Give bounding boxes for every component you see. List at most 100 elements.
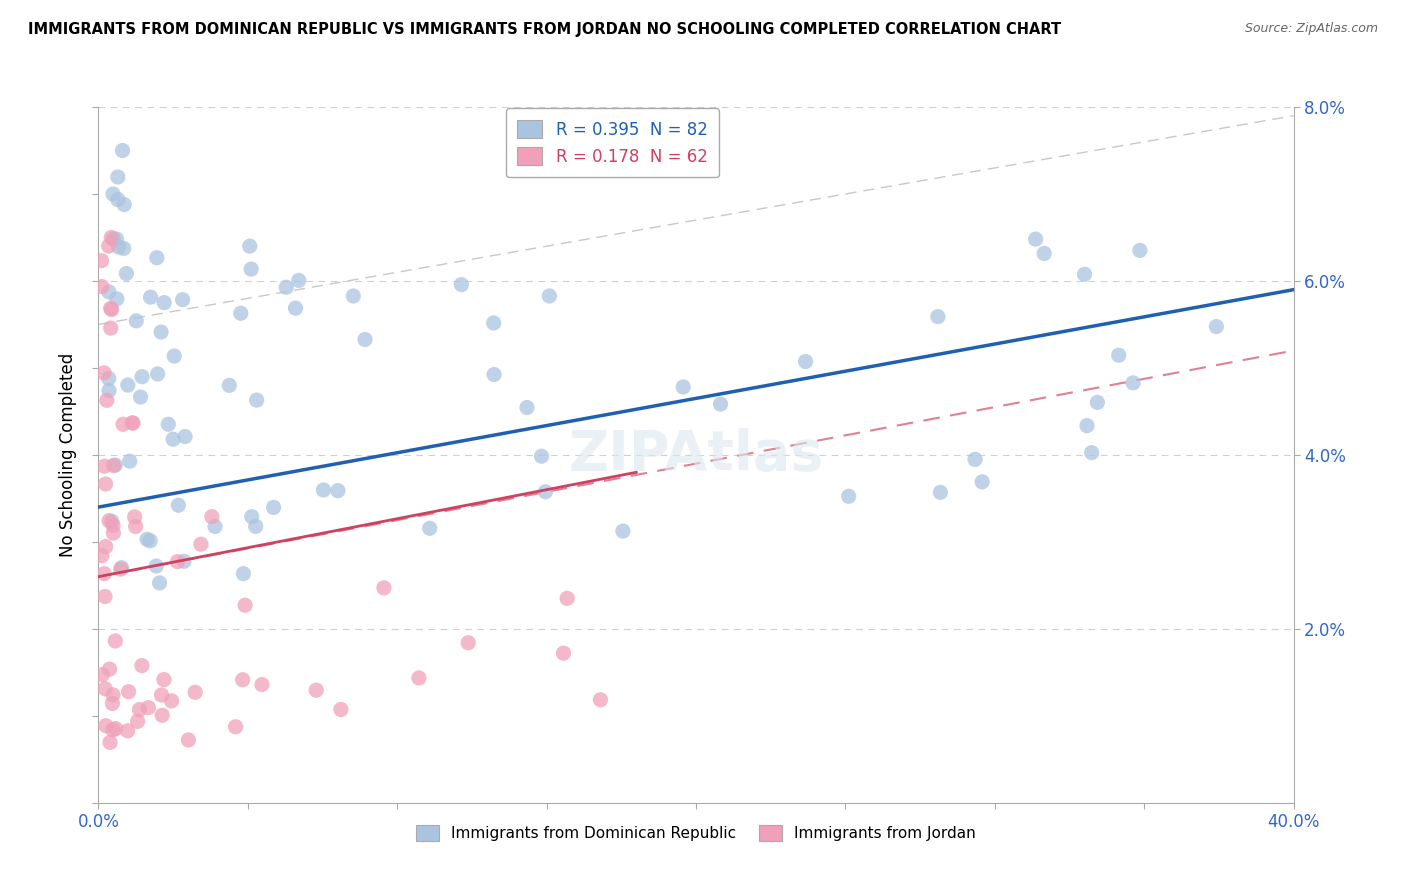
Point [139,290,162,304]
Point [1108,348,1130,362]
Point [482,368,505,382]
Point [146,367,169,381]
Point [117,378,139,392]
Point [672,380,695,394]
Point [100,301,122,316]
Point [963,452,986,467]
Point [139,533,162,548]
Point [131,369,153,384]
Point [124,519,146,533]
Point [246,393,269,408]
Point [115,267,138,281]
Point [118,454,141,468]
Point [128,702,150,716]
Point [263,500,285,515]
Point [240,262,263,277]
Point [245,519,267,533]
Point [94,477,117,491]
Legend: Immigrants from Dominican Republic, Immigrants from Jordan: Immigrants from Dominican Republic, Immi… [409,819,983,847]
Point [172,293,194,307]
Point [100,230,122,244]
Point [709,397,731,411]
Point [121,416,143,430]
Point [927,310,949,324]
Point [101,723,124,737]
Point [94,719,117,733]
Point [93,566,115,581]
Point [98,662,121,676]
Point [103,232,125,246]
Point [97,239,120,253]
Point [1087,395,1109,409]
Point [287,273,309,287]
Point [98,735,121,749]
Point [127,714,149,729]
Point [250,677,273,691]
Point [408,671,430,685]
Point [555,591,578,606]
Point [838,489,860,503]
Point [129,390,152,404]
Point [276,280,298,294]
Point [157,417,180,432]
Point [107,240,129,254]
Point [101,697,124,711]
Point [589,693,612,707]
Point [145,559,167,574]
Point [105,232,128,246]
Point [136,700,159,714]
Point [177,733,200,747]
Point [233,599,256,613]
Point [112,417,135,432]
Point [1073,268,1095,282]
Point [107,193,129,207]
Point [103,458,125,473]
Point [162,432,184,446]
Point [167,498,190,512]
Point [1205,319,1227,334]
Point [239,239,262,253]
Point [201,509,224,524]
Point [104,458,127,472]
Point [148,575,170,590]
Point [117,723,139,738]
Point [101,515,124,529]
Point [112,197,135,211]
Point [93,459,115,474]
Point [1080,445,1102,459]
Text: Source: ZipAtlas.com: Source: ZipAtlas.com [1244,22,1378,36]
Point [153,673,176,687]
Point [98,514,121,528]
Point [136,533,159,547]
Point [972,475,994,489]
Point [153,295,176,310]
Point [538,289,561,303]
Point [1076,418,1098,433]
Point [534,484,557,499]
Point [184,685,207,699]
Point [312,483,335,497]
Point [160,694,183,708]
Point [232,566,254,581]
Point [612,524,634,538]
Point [97,371,120,385]
Point [218,378,240,392]
Point [342,289,364,303]
Point [105,292,128,306]
Point [326,483,349,498]
Point [97,285,120,299]
Point [96,393,118,408]
Point [190,537,212,551]
Point [131,658,153,673]
Point [91,667,114,681]
Point [240,509,263,524]
Point [482,316,505,330]
Point [98,384,121,398]
Point [103,526,125,541]
Point [1122,376,1144,390]
Point [90,549,112,563]
Point [173,554,195,568]
Point [125,314,148,328]
Point [104,722,127,736]
Point [329,702,352,716]
